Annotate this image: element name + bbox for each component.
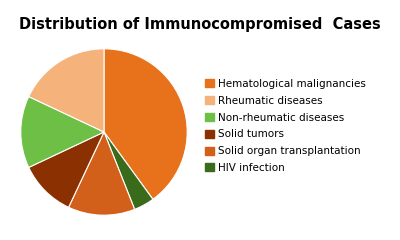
Text: Distribution of Immunocompromised  Cases: Distribution of Immunocompromised Cases xyxy=(19,17,381,32)
Wedge shape xyxy=(104,49,187,199)
Wedge shape xyxy=(21,96,104,168)
Wedge shape xyxy=(68,132,135,215)
Wedge shape xyxy=(104,132,153,209)
Wedge shape xyxy=(29,132,104,207)
Legend: Hematological malignancies, Rheumatic diseases, Non-rheumatic diseases, Solid tu: Hematological malignancies, Rheumatic di… xyxy=(205,79,366,173)
Wedge shape xyxy=(29,49,104,132)
